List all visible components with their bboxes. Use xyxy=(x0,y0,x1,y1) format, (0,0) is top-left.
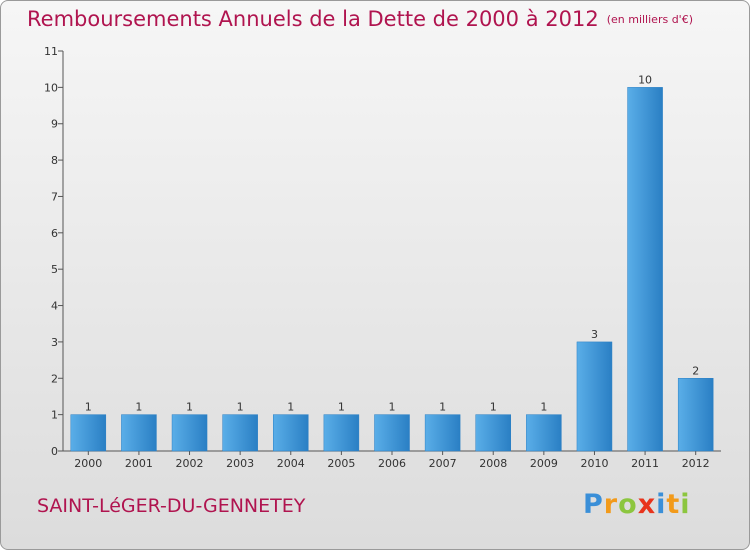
x-tick-label: 2003 xyxy=(226,457,254,470)
bar xyxy=(273,414,309,452)
y-tick-label: 3 xyxy=(51,336,58,349)
bar-value-label: 1 xyxy=(186,401,193,414)
bar-value-label: 1 xyxy=(389,401,396,414)
logo-letter: i xyxy=(680,489,691,520)
bar xyxy=(475,414,511,452)
logo-letter: r xyxy=(603,489,619,520)
y-tick-label: 9 xyxy=(51,118,58,131)
x-tick-label: 2011 xyxy=(631,457,659,470)
bar xyxy=(374,414,410,452)
y-tick-label: 8 xyxy=(51,154,58,167)
logo-letter: t xyxy=(666,489,681,520)
bar xyxy=(323,414,360,452)
x-tick-label: 2009 xyxy=(530,457,558,470)
logo-letter: i xyxy=(656,489,667,520)
bar xyxy=(677,378,714,452)
y-tick-label: 1 xyxy=(51,409,58,422)
x-tick-label: 2000 xyxy=(74,457,102,470)
bar-value-label: 10 xyxy=(638,73,652,86)
x-tick-label: 2010 xyxy=(580,457,608,470)
x-tick-label: 2005 xyxy=(327,457,355,470)
x-tick-label: 2002 xyxy=(176,457,204,470)
bar xyxy=(171,414,208,452)
y-tick-label: 6 xyxy=(51,227,58,240)
bar xyxy=(121,414,157,452)
y-tick-label: 2 xyxy=(51,372,58,385)
x-tick-label: 2001 xyxy=(125,457,153,470)
x-tick-label: 2012 xyxy=(682,457,710,470)
chart-title: Remboursements Annuels de la Dette de 20… xyxy=(27,7,693,31)
logo-letter: P xyxy=(583,489,604,520)
commune-name: SAINT-LéGER-DU-GENNETEY xyxy=(37,495,306,517)
bar xyxy=(70,414,107,452)
x-tick-label: 2007 xyxy=(429,457,457,470)
bar-value-label: 1 xyxy=(287,401,294,414)
bar-value-label: 1 xyxy=(490,401,497,414)
bar-value-label: 1 xyxy=(135,401,142,414)
bar-value-label: 2 xyxy=(692,364,699,377)
bar-value-label: 3 xyxy=(591,328,598,341)
x-tick-label: 2006 xyxy=(378,457,406,470)
y-tick-label: 7 xyxy=(51,190,58,203)
y-tick-label: 4 xyxy=(51,300,58,313)
x-tick-label: 2004 xyxy=(277,457,305,470)
logo-letter: x xyxy=(637,489,657,520)
bar-value-label: 1 xyxy=(439,401,446,414)
chart-subtitle: (en milliers d'€) xyxy=(606,13,693,26)
x-tick-label: 2008 xyxy=(479,457,507,470)
bar xyxy=(576,341,613,452)
logo-letter: o xyxy=(618,489,638,520)
chart-title-text: Remboursements Annuels de la Dette de 20… xyxy=(27,7,599,31)
y-tick-label: 10 xyxy=(44,81,58,94)
bar-value-label: 1 xyxy=(237,401,244,414)
bar-value-label: 1 xyxy=(540,401,547,414)
bar xyxy=(424,414,461,452)
bar-value-label: 1 xyxy=(85,401,92,414)
bar xyxy=(526,414,562,452)
bar xyxy=(627,87,663,452)
bar-value-label: 1 xyxy=(338,401,345,414)
y-tick-label: 11 xyxy=(44,45,58,58)
y-tick-label: 5 xyxy=(51,263,58,276)
proxiti-logo: Proxiti xyxy=(583,489,691,520)
bar xyxy=(222,414,258,452)
y-tick-label: 0 xyxy=(51,445,58,458)
